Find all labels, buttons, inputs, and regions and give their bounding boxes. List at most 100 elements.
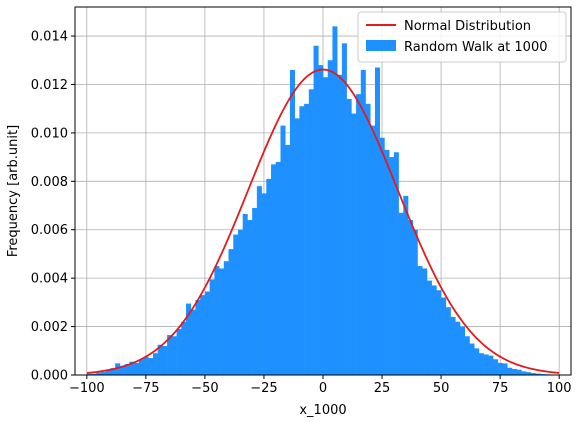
histogram-bar (393, 152, 399, 375)
histogram-bar (422, 268, 428, 375)
histogram-bar (167, 335, 173, 375)
histogram-bar (100, 372, 107, 375)
histogram-bar (459, 326, 466, 375)
histogram-bar (478, 353, 484, 375)
histogram-bar (417, 266, 423, 375)
histogram-bar (105, 370, 111, 375)
histogram-bar (426, 280, 432, 375)
histogram-bar (412, 229, 418, 375)
x-tick-label: 100 (547, 381, 572, 396)
legend: Normal Distribution Random Walk at 1000 (357, 11, 567, 63)
histogram-bar (511, 368, 517, 375)
histogram-bar (91, 373, 97, 375)
histogram-bar (181, 321, 187, 375)
histogram-bar (384, 149, 390, 375)
y-tick-label: 0.004 (31, 272, 68, 287)
histogram-bar (493, 359, 499, 375)
histogram-bar (157, 344, 163, 375)
histogram-bar (327, 60, 333, 376)
histogram-bar (190, 309, 196, 375)
histogram-bar (374, 67, 380, 376)
histogram-bar (483, 354, 489, 375)
histogram-bar (96, 372, 102, 375)
x-tick-label: 75 (492, 381, 509, 396)
histogram-bar (304, 103, 310, 375)
normal-distribution-line (86, 68, 560, 374)
histogram-bar (530, 373, 536, 375)
histogram-bar (148, 358, 154, 375)
histogram-bar (318, 65, 324, 376)
histogram-bar (488, 355, 494, 375)
histogram-bar (124, 364, 130, 375)
histogram-bar (280, 125, 286, 375)
x-axis-label: x_1000 (299, 403, 346, 418)
y-tick-label: 0.010 (31, 126, 68, 141)
histogram-bar (346, 99, 352, 375)
x-tick-label: −50 (191, 381, 218, 396)
histogram-bar (455, 321, 461, 375)
histogram-bar (261, 193, 267, 375)
histogram-bar (497, 362, 503, 375)
y-tick-label: 0.006 (31, 223, 68, 238)
histogram-bar (110, 368, 116, 375)
histogram-bar (299, 106, 305, 376)
x-tick-label: −100 (69, 381, 105, 396)
histogram-bar (535, 373, 541, 375)
histogram-bar (351, 113, 357, 376)
histogram-bar (389, 157, 395, 375)
histogram-bar (313, 45, 319, 375)
histogram-bar (474, 348, 480, 375)
histogram-bar (289, 69, 295, 376)
histogram-bar (138, 359, 144, 375)
histogram-bar (356, 94, 362, 375)
histogram-bar (360, 69, 366, 376)
y-axis-label: Frequency [arb.unit] (6, 125, 21, 257)
histogram-bar (223, 261, 229, 375)
histogram-bar (526, 372, 532, 375)
x-tick-label: 50 (433, 381, 450, 396)
histogram-bar (323, 77, 329, 376)
histogram-bar (294, 118, 300, 376)
histogram-bar (237, 229, 243, 375)
x-axis-ticks: −100 −75 −50 −25 0 25 50 75 100 (69, 375, 572, 396)
y-tick-label: 0.008 (31, 175, 68, 190)
histogram-bars (86, 26, 560, 376)
histogram-bar (337, 74, 343, 375)
histogram-bar (171, 336, 177, 375)
histogram-bar (464, 336, 470, 375)
legend-bar-swatch (366, 40, 396, 51)
histogram-bar (502, 363, 508, 375)
x-tick-label: 25 (374, 381, 391, 396)
histogram-bar (332, 26, 338, 376)
histogram-bar (152, 353, 158, 375)
histogram-bar (186, 303, 192, 375)
y-tick-label: 0.000 (31, 369, 68, 384)
histogram-bar (516, 369, 522, 375)
histogram-bar (445, 307, 451, 375)
histogram-bar (256, 186, 262, 375)
histogram-bar (204, 291, 210, 375)
histogram-bar (162, 345, 168, 375)
x-tick-label: 0 (319, 381, 327, 396)
histogram-bar (341, 43, 347, 375)
histogram-bar (143, 356, 149, 375)
histogram-bar (403, 195, 409, 375)
y-tick-label: 0.014 (31, 30, 68, 45)
histogram-bar (436, 290, 442, 375)
legend-frame (357, 11, 567, 63)
histogram-bar (209, 279, 215, 375)
histogram-bar (129, 361, 135, 375)
histogram-bar (308, 89, 314, 375)
normal-curve (86, 68, 560, 374)
histogram-bar (275, 161, 281, 375)
legend-label-normal: Normal Distribution (404, 19, 531, 34)
histogram-bar (242, 214, 248, 375)
histogram-bar (408, 220, 414, 375)
histogram-bar (285, 145, 291, 375)
y-axis-ticks: 0.000 0.002 0.004 0.006 0.008 0.010 0.012 0.014 (31, 30, 75, 384)
histogram-bar (507, 367, 513, 375)
histogram-bar (431, 285, 437, 375)
x-tick-label: −25 (250, 381, 277, 396)
histogram-bar (86, 373, 92, 375)
histogram-bar (379, 137, 385, 375)
